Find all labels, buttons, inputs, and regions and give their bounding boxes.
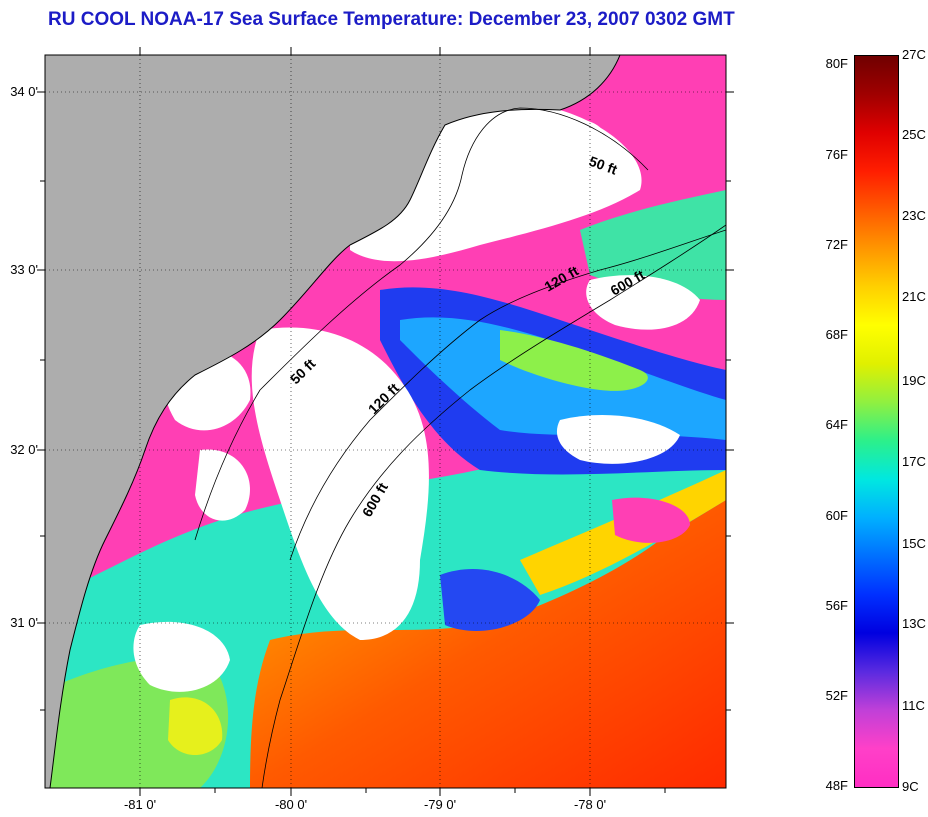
isobath-line-120ft [289,229,726,561]
lon-label-80: -80 0' [274,797,308,812]
lon-label-78: -78 0' [573,797,607,812]
colorbar-f-label-56: 56F [825,598,848,613]
chart-title: RU COOL NOAA-17 Sea Surface Temperature:… [48,9,735,30]
lon-label-79: -79 0' [423,797,457,812]
land-area [45,55,620,788]
coastline [49,55,621,788]
colorbar-f-label-76: 76F [825,147,848,162]
graticule [45,55,726,788]
sst-northeast-green [580,190,726,300]
colorbar-c-label-15: 15C [902,536,926,551]
axis-ticks [37,47,734,796]
colorbar-f-label-80: 80F [825,56,848,71]
colorbar-f-label-64: 64F [825,417,848,432]
colorbar-c-label-11: 11C [902,698,925,713]
lat-label-34: 34 0' [10,84,38,99]
sst-yellow-patch [168,697,223,755]
lat-label-31: 31 0' [10,615,38,630]
colorbar-c-label-13: 13C [902,616,926,631]
colorbar-f-label-60: 60F [825,508,848,523]
sst-warm-region [250,500,726,788]
colorbar-c-label-25: 25C [902,127,926,142]
colorbar-c-label-9: 9C [902,779,919,794]
colorbar-f-label-68: 68F [825,327,848,342]
isobath-line-600ft [261,224,726,788]
colorbar-c-label-23: 23C [902,208,926,223]
cloud-mask [65,68,700,692]
colorbar-f-label-48: 48F [825,778,848,793]
lat-label-33: 33 0' [10,262,38,277]
colorbar-c-label-19: 19C [902,373,926,388]
temperature-colorbar [854,55,899,788]
sst-blue-patch-1 [440,569,540,631]
lon-label-81: -81 0' [123,797,157,812]
colorbar-c-label-27: 27C [902,47,926,62]
sst-pink-patch [612,497,690,543]
sst-green-streak [500,330,648,391]
plot-frame [44,54,727,789]
colorbar-f-label-72: 72F [825,237,848,252]
colorbar-c-label-21: 21C [902,289,926,304]
isobath-line-50ft [194,107,649,541]
lat-label-32: 32 0' [10,442,38,457]
colorbar-f-label-52: 52F [825,688,848,703]
colorbar-c-label-17: 17C [902,454,926,469]
